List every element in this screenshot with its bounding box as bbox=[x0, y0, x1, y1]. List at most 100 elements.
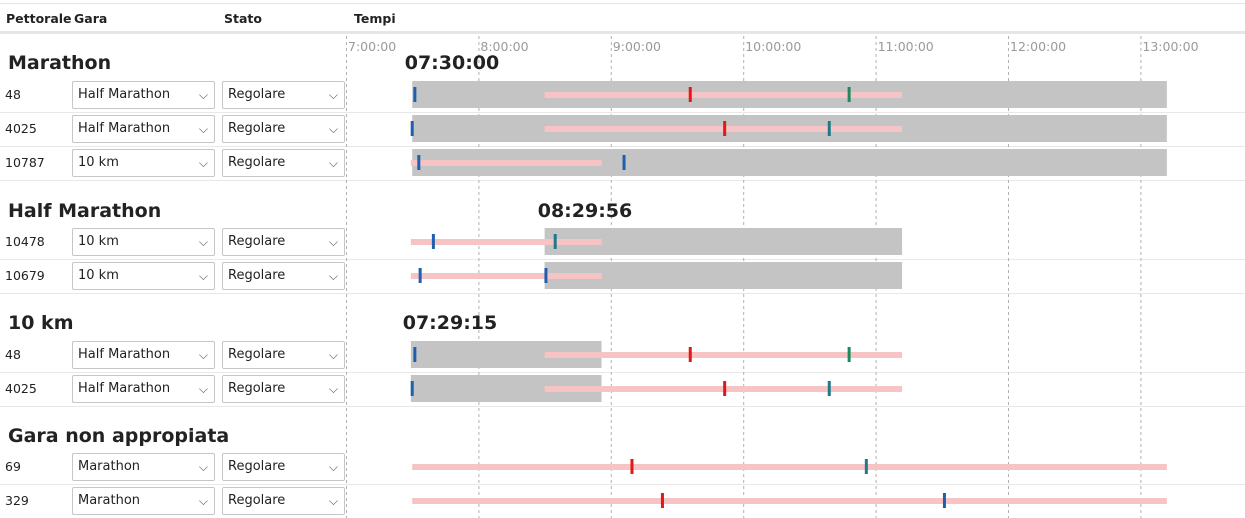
status-select[interactable]: Regolare ⌵ bbox=[222, 262, 345, 290]
race-select[interactable]: Marathon ⌵ bbox=[72, 487, 215, 515]
chevron-down-icon: ⌵ bbox=[198, 88, 208, 102]
race-select[interactable]: 10 km ⌵ bbox=[72, 228, 215, 256]
bib-number: 4025 bbox=[5, 381, 37, 396]
race-select[interactable]: Half Marathon ⌵ bbox=[72, 375, 215, 403]
race-select-value: 10 km bbox=[78, 155, 119, 170]
table-row: 48 Half Marathon ⌵ Regolare ⌵ bbox=[0, 78, 1245, 112]
header-divider bbox=[0, 31, 1245, 34]
section-title: Marathon bbox=[8, 52, 112, 74]
race-window-bar bbox=[544, 228, 903, 255]
status-select-value: Regolare bbox=[228, 155, 286, 170]
time-marker bbox=[413, 347, 417, 362]
table-row: 48 Half Marathon ⌵ Regolare ⌵ bbox=[0, 338, 1245, 372]
time-marker bbox=[864, 459, 868, 474]
time-track-bar bbox=[412, 464, 1167, 470]
chevron-down-icon: ⌵ bbox=[328, 122, 338, 136]
time-marker bbox=[431, 234, 435, 249]
chevron-down-icon: ⌵ bbox=[198, 156, 208, 170]
race-select[interactable]: 10 km ⌵ bbox=[72, 149, 215, 177]
axis-tick-label: 8:00:00 bbox=[480, 39, 528, 54]
race-select[interactable]: 10 km ⌵ bbox=[72, 262, 215, 290]
time-track-bar bbox=[412, 498, 1167, 504]
status-select[interactable]: Regolare ⌵ bbox=[222, 149, 345, 177]
section-start-time: 08:29:56 bbox=[537, 200, 633, 222]
section-title: Half Marathon bbox=[8, 200, 162, 222]
bib-number: 4025 bbox=[5, 121, 37, 136]
header-status: Stato bbox=[224, 11, 262, 26]
time-marker bbox=[688, 87, 692, 102]
status-select[interactable]: Regolare ⌵ bbox=[222, 341, 345, 369]
race-select-value: Half Marathon bbox=[78, 87, 171, 102]
chevron-down-icon: ⌵ bbox=[198, 460, 208, 474]
time-track-bar bbox=[544, 352, 903, 358]
status-select[interactable]: Regolare ⌵ bbox=[222, 453, 345, 481]
bib-number: 10787 bbox=[5, 155, 45, 170]
status-select-value: Regolare bbox=[228, 381, 286, 396]
chevron-down-icon: ⌵ bbox=[328, 494, 338, 508]
axis-tick-label: 12:00:00 bbox=[1010, 39, 1066, 54]
status-select[interactable]: Regolare ⌵ bbox=[222, 81, 345, 109]
status-select-value: Regolare bbox=[228, 268, 286, 283]
status-select-value: Regolare bbox=[228, 87, 286, 102]
race-select[interactable]: Half Marathon ⌵ bbox=[72, 341, 215, 369]
table-row: 10679 10 km ⌵ Regolare ⌵ bbox=[0, 259, 1245, 293]
bib-number: 48 bbox=[5, 87, 21, 102]
chevron-down-icon: ⌵ bbox=[328, 460, 338, 474]
time-marker bbox=[544, 268, 548, 283]
bib-number: 329 bbox=[5, 493, 29, 508]
race-select-value: Half Marathon bbox=[78, 347, 171, 362]
bib-number: 10679 bbox=[5, 268, 45, 283]
time-marker bbox=[660, 493, 664, 508]
axis-tick-label: 7:00:00 bbox=[348, 39, 396, 54]
table-row: 10787 10 km ⌵ Regolare ⌵ bbox=[0, 146, 1245, 180]
table-row: 10478 10 km ⌵ Regolare ⌵ bbox=[0, 225, 1245, 259]
axis-tick-label: 10:00:00 bbox=[745, 39, 801, 54]
status-select[interactable]: Regolare ⌵ bbox=[222, 228, 345, 256]
header-bib: Pettorale bbox=[6, 11, 72, 26]
status-select-value: Regolare bbox=[228, 459, 286, 474]
status-select[interactable]: Regolare ⌵ bbox=[222, 115, 345, 143]
time-marker bbox=[630, 459, 634, 474]
bib-number: 69 bbox=[5, 459, 21, 474]
chevron-down-icon: ⌵ bbox=[198, 382, 208, 396]
status-select-value: Regolare bbox=[228, 493, 286, 508]
chevron-down-icon: ⌵ bbox=[328, 382, 338, 396]
axis-tick-label: 11:00:00 bbox=[878, 39, 934, 54]
status-select-value: Regolare bbox=[228, 234, 286, 249]
table-row: 329 Marathon ⌵ Regolare ⌵ bbox=[0, 484, 1245, 518]
chevron-down-icon: ⌵ bbox=[198, 494, 208, 508]
time-marker bbox=[622, 155, 626, 170]
time-marker bbox=[723, 381, 727, 396]
time-marker bbox=[418, 268, 422, 283]
time-track-bar bbox=[410, 239, 602, 245]
race-select[interactable]: Marathon ⌵ bbox=[72, 453, 215, 481]
race-select[interactable]: Half Marathon ⌵ bbox=[72, 115, 215, 143]
race-select[interactable]: Half Marathon ⌵ bbox=[72, 81, 215, 109]
status-select[interactable]: Regolare ⌵ bbox=[222, 487, 345, 515]
status-select-value: Regolare bbox=[228, 347, 286, 362]
time-marker bbox=[942, 493, 946, 508]
section-start-time: 07:30:00 bbox=[404, 52, 500, 74]
section-title: Gara non appropiata bbox=[8, 425, 230, 447]
chevron-down-icon: ⌵ bbox=[198, 348, 208, 362]
time-marker bbox=[847, 87, 851, 102]
status-select[interactable]: Regolare ⌵ bbox=[222, 375, 345, 403]
time-marker bbox=[847, 347, 851, 362]
chevron-down-icon: ⌵ bbox=[328, 269, 338, 283]
header-times: Tempi bbox=[354, 11, 396, 26]
race-select-value: Half Marathon bbox=[78, 121, 171, 136]
chevron-down-icon: ⌵ bbox=[198, 122, 208, 136]
time-marker bbox=[827, 381, 831, 396]
race-select-value: 10 km bbox=[78, 268, 119, 283]
axis-tick-label: 9:00:00 bbox=[613, 39, 661, 54]
time-marker bbox=[410, 381, 414, 396]
axis-tick-label: 13:00:00 bbox=[1142, 39, 1198, 54]
time-track-bar bbox=[410, 160, 602, 166]
chevron-down-icon: ⌵ bbox=[198, 235, 208, 249]
table-row: 69 Marathon ⌵ Regolare ⌵ bbox=[0, 450, 1245, 484]
race-select-value: Marathon bbox=[78, 493, 141, 508]
race-select-value: Half Marathon bbox=[78, 381, 171, 396]
time-marker bbox=[417, 155, 421, 170]
table-row: 4025 Half Marathon ⌵ Regolare ⌵ bbox=[0, 372, 1245, 406]
